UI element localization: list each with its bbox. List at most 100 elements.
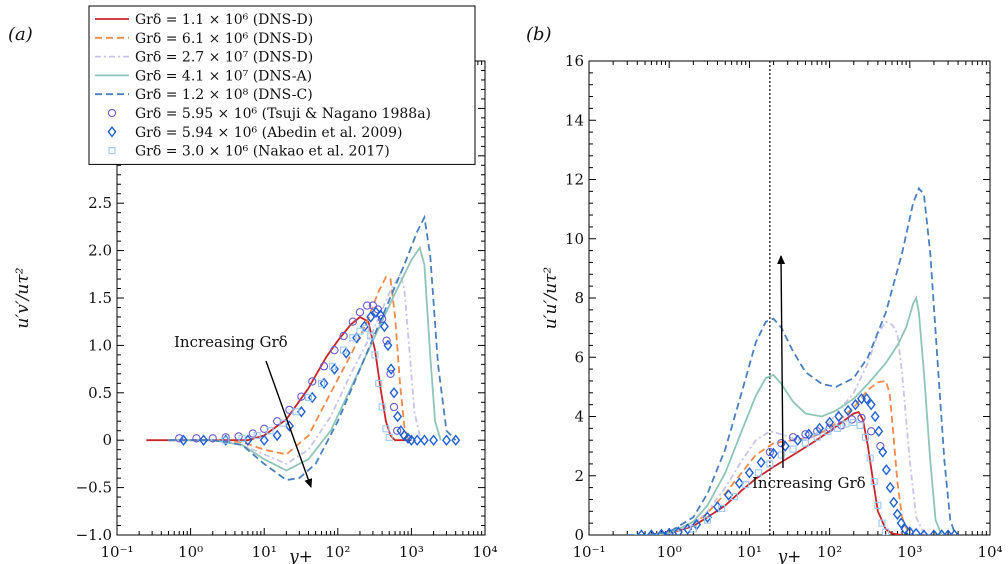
data-point-circle [392,426,402,435]
data-point-diamond [429,434,439,446]
legend-entry: Grδ = 4.1 × 10⁷ (DNS-A) [135,68,312,84]
data-point-diamond [352,332,362,344]
data-point-square [882,528,890,535]
data-point-diamond [636,529,646,535]
legend-entry: Grδ = 5.95 × 10⁶ (Tsuji & Nagano 1988a) [135,106,431,122]
data-point-diamond [451,434,461,446]
data-point-diamond [929,529,939,535]
legend-entry: Grδ = 1.1 × 10⁶ (DNS-D) [135,12,313,28]
data-point-diamond [896,517,906,529]
x-tick-label: 10¹ [252,543,277,561]
x-tick-label: 10⁰ [657,543,682,561]
data-point-diamond [850,398,860,411]
series-line-3 [627,295,943,535]
data-point-square [253,431,261,440]
data-point-square [340,346,348,354]
annotation-label: Increasing Grδ [752,474,866,492]
panel-b: 10⁻¹ 10⁰ 10¹ 10² 10³ 10⁴ 0 2 4 6 8 10 12 14 16 (b) y+ u′u… [526,24,1003,564]
data-point-square [329,362,337,370]
data-point-square [813,433,821,441]
data-point-diamond [419,434,429,446]
y-tick-label: 16 [565,52,584,70]
data-point-diamond [399,429,409,442]
data-point-square [279,419,287,427]
series-line-2 [168,272,426,465]
data-point-diamond [900,523,910,535]
data-point-square [367,332,375,340]
series-line-1 [168,275,412,456]
data-point-diamond [892,508,902,520]
data-point-diamond [221,434,231,446]
data-point-circle [765,447,775,457]
data-point-diamond [379,320,389,333]
x-tick-label: 10¹ [737,543,762,561]
data-point-square [842,420,850,428]
series-line-4 [627,186,957,535]
panel-a: 10⁻¹ 10⁰ 10¹ 10² 10³ 10⁴ −1.0 −0.5 0 0.5 1.0 1.5 2.0… [8,5,498,564]
data-point-circle [308,377,317,386]
data-point-diamond [383,339,393,352]
data-point-diamond [371,306,381,318]
y-tick-label: 0 [574,526,584,544]
data-point-diamond [881,464,891,476]
x-axis-label: y+ [777,547,802,564]
data-point-diamond [878,446,888,458]
data-point-square [292,408,300,416]
x-axis-label: y+ [288,547,313,564]
data-point-diamond [919,529,929,535]
data-point-circle [362,301,372,310]
annotation-label: Increasing Grδ [174,333,288,351]
legend-swatch-square [108,147,116,155]
data-point-diamond [756,456,766,469]
data-point-diamond [329,363,339,375]
data-point-diamond [874,425,884,438]
data-point-diamond [646,529,656,535]
y-tick-label: 1.5 [88,289,112,307]
data-point-diamond [656,528,666,535]
data-point-diamond [889,496,899,509]
data-point-square [789,445,797,453]
data-point-diamond [442,434,452,446]
data-point-square [378,403,386,411]
data-point-diamond [178,434,188,446]
data-point-circle [175,434,184,443]
data-point-diamond [843,404,853,417]
trend-arrow [777,255,786,469]
y-tick-label: 0 [102,431,112,449]
x-tick-label: 10² [325,543,350,561]
data-point-square [824,427,832,435]
data-point-square [833,424,841,432]
series-group [627,186,959,535]
data-point-diamond [943,529,953,535]
data-point-diamond [825,416,835,429]
data-point-diamond [702,511,712,523]
y-tick-label: 8 [574,289,584,307]
data-point-square [238,434,246,442]
data-point-diamond [319,377,329,390]
data-point-square [801,439,810,447]
x-tick-label: 10³ [399,543,424,561]
y-tick-label: 2.0 [88,242,112,260]
data-point-circle [355,308,365,317]
trend-arrow [265,360,313,488]
legend-swatch-circle [107,108,117,118]
legend-entry: Grδ = 3.0 × 10⁶ (Nakao et al. 2017) [135,144,390,160]
data-point-diamond [815,422,825,435]
data-point-diamond [307,391,317,404]
data-point-circle [319,362,329,371]
data-point-square [754,469,763,477]
data-point-square [718,504,726,512]
panel-label: (a) [8,24,33,45]
data-point-square [730,492,738,501]
data-point-diamond [284,420,294,432]
data-point-diamond [389,387,399,399]
data-point-square [222,436,230,444]
data-point-square [266,427,274,435]
legend-entry: Grδ = 5.94 × 10⁶ (Abedin et al. 2009) [135,125,403,141]
panel-label: (b) [526,24,552,45]
data-point-circle [273,417,282,426]
legend-entry: Grδ = 6.1 × 10⁶ (DNS-D) [135,31,313,47]
data-point-circle [377,314,387,324]
data-point-diamond [862,392,872,405]
